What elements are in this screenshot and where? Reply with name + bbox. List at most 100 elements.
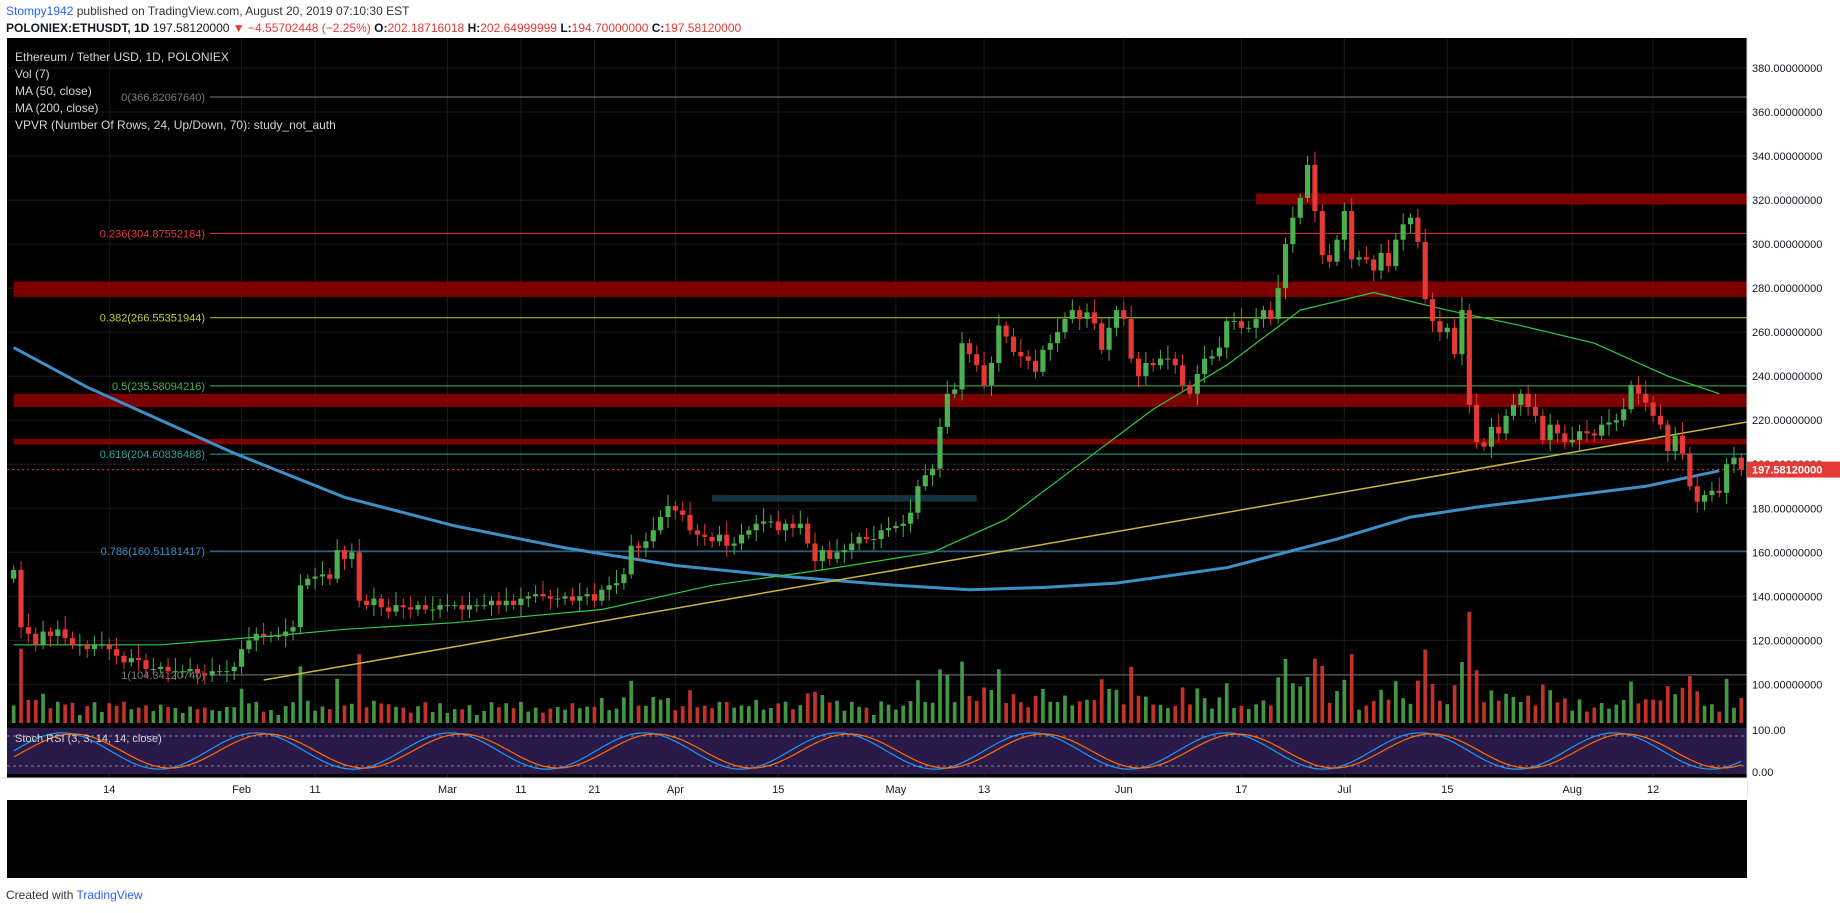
candle-body[interactable] [1599, 424, 1605, 436]
candle-body[interactable] [1069, 310, 1075, 319]
candle-body[interactable] [216, 671, 223, 673]
candle-body[interactable] [1701, 495, 1708, 502]
candle-body[interactable] [327, 574, 333, 579]
candle-body[interactable] [834, 552, 840, 559]
candle-body[interactable] [1679, 435, 1686, 454]
candle-body[interactable] [746, 530, 752, 535]
candle-body[interactable] [1606, 422, 1612, 425]
candle-body[interactable] [1466, 310, 1472, 405]
candle-body[interactable] [908, 512, 914, 524]
candle-body[interactable] [1488, 426, 1494, 447]
candle-body[interactable] [33, 633, 39, 645]
candle-body[interactable] [1113, 310, 1120, 328]
candle-body[interactable] [643, 541, 649, 548]
candle-body[interactable] [937, 426, 943, 469]
candle-body[interactable] [356, 552, 362, 601]
candle-body[interactable] [1003, 325, 1009, 337]
candle-body[interactable] [577, 596, 583, 601]
candle-body[interactable] [1084, 312, 1090, 319]
candle-body[interactable] [687, 514, 693, 531]
candle-body[interactable] [1224, 321, 1230, 348]
candle-body[interactable] [1150, 362, 1156, 366]
candle-body[interactable] [341, 550, 348, 559]
candle-body[interactable] [393, 605, 399, 612]
candle-body[interactable] [1341, 211, 1347, 240]
candle-body[interactable] [569, 596, 575, 601]
time-axis[interactable]: 14 Feb 11 Mar 11 21 Apr 15 May 13 Jun 17 Jul 15 Aug 12 [0, 777, 1747, 800]
candle-body[interactable] [1577, 431, 1583, 441]
candle-body[interactable] [1452, 327, 1458, 355]
candle-body[interactable] [1724, 464, 1730, 493]
candle-body[interactable] [768, 521, 774, 523]
candle-body[interactable] [547, 596, 553, 599]
candle-body[interactable] [694, 530, 700, 535]
candle-body[interactable] [738, 534, 745, 544]
candle-body[interactable] [1415, 217, 1421, 242]
candle-body[interactable] [1547, 424, 1553, 441]
candle-body[interactable] [841, 550, 847, 553]
candle-body[interactable] [525, 596, 531, 599]
candle-body[interactable] [1099, 323, 1105, 350]
candle-body[interactable] [415, 605, 421, 610]
tradingview-link[interactable]: TradingView [76, 888, 143, 902]
candle-body[interactable] [1554, 424, 1561, 434]
candle-body[interactable] [1047, 343, 1053, 350]
candle-body[interactable] [99, 644, 105, 646]
candle-body[interactable] [863, 536, 870, 540]
candle-body[interactable] [1643, 393, 1649, 403]
candle-body[interactable] [1525, 393, 1531, 408]
candle-body[interactable] [775, 521, 781, 531]
candle-body[interactable] [275, 635, 281, 637]
candle-body[interactable] [878, 530, 884, 540]
candle-body[interactable] [363, 600, 370, 606]
candle-body[interactable] [974, 354, 980, 366]
candle-body[interactable] [1216, 347, 1222, 357]
candle-body[interactable] [194, 668, 201, 674]
candle-body[interactable] [1077, 310, 1083, 319]
candle-body[interactable] [40, 631, 46, 645]
candle-body[interactable] [1275, 288, 1281, 319]
candle-body[interactable] [1540, 415, 1546, 441]
candle-body[interactable] [1143, 362, 1149, 377]
candle-body[interactable] [709, 536, 715, 542]
candle-body[interactable] [753, 523, 759, 531]
candle-body[interactable] [591, 594, 598, 601]
candle-body[interactable] [128, 657, 134, 663]
candle-body[interactable] [1128, 318, 1134, 359]
candle-body[interactable] [11, 569, 17, 579]
candle-body[interactable] [658, 517, 664, 531]
candle-body[interactable] [312, 576, 318, 579]
candle-body[interactable] [77, 644, 83, 646]
candle-body[interactable] [1591, 433, 1597, 436]
candle-body[interactable] [224, 671, 230, 673]
candle-body[interactable] [466, 605, 473, 610]
candle-body[interactable] [952, 389, 958, 394]
candle-body[interactable] [25, 627, 31, 634]
candle-body[interactable] [371, 598, 377, 606]
candle-body[interactable] [606, 585, 612, 590]
candle-body[interactable] [91, 644, 98, 650]
candle-body[interactable] [1121, 310, 1127, 319]
candle-body[interactable] [69, 638, 76, 645]
candle-body[interactable] [1672, 435, 1678, 452]
candle-body[interactable] [305, 578, 311, 586]
candle-body[interactable] [1231, 321, 1237, 323]
candle-body[interactable] [628, 545, 634, 575]
candle-body[interactable] [1246, 327, 1252, 329]
candle-body[interactable] [1474, 404, 1480, 443]
candle-body[interactable] [474, 605, 480, 607]
price-axis[interactable]: 380.00000000 360.00000000 340.00000000 320.… [1746, 38, 1840, 798]
candle-body[interactable] [783, 523, 789, 531]
candle-body[interactable] [136, 657, 142, 661]
candle-body[interactable] [716, 534, 723, 542]
candle-body[interactable] [1180, 365, 1186, 385]
candle-body[interactable] [239, 649, 245, 667]
candle-body[interactable] [386, 607, 392, 612]
candle-body[interactable] [1106, 327, 1112, 350]
candle-body[interactable] [1584, 431, 1590, 434]
candle-body[interactable] [261, 633, 267, 636]
candle-body[interactable] [1290, 217, 1296, 245]
candle-body[interactable] [1165, 358, 1171, 360]
candle-body[interactable] [1665, 424, 1671, 452]
candle-body[interactable] [1238, 321, 1244, 328]
